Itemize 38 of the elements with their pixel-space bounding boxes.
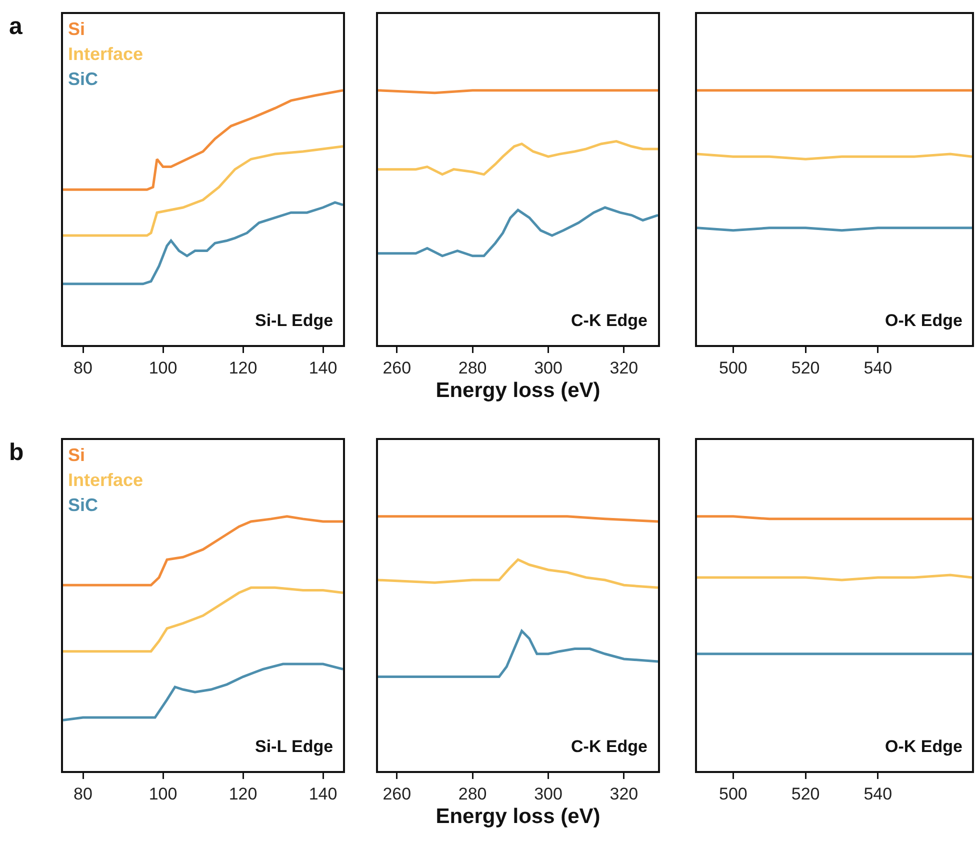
x-axis-title: Energy loss (eV) [436,379,600,402]
annotation: Si-L Edge [255,737,334,756]
text: SiC [68,495,98,515]
x-tick-label: 500 [718,358,748,378]
x-tick-label: 260 [382,784,412,804]
text: SiC [68,69,98,89]
x-tick-label: 320 [610,784,638,804]
x-tick-label: 140 [308,784,338,804]
text: Interface [68,470,144,490]
text: b [9,439,24,466]
x-axis-title: Energy loss (eV) [436,805,600,828]
x-tick-label: 300 [534,784,562,804]
x-tick-label: 520 [791,784,820,804]
text: Si [68,445,86,465]
x-tick-label: 80 [74,784,92,804]
text: a [9,13,23,40]
x-tick-label: 120 [228,784,258,804]
annotation: C-K Edge [571,737,648,756]
text: Interface [68,44,144,64]
x-tick-label: 120 [228,358,258,378]
x-tick-label: 540 [864,358,892,378]
x-tick-label: 280 [458,358,487,378]
x-tick-label: 320 [610,358,638,378]
annotation: C-K Edge [571,311,648,330]
x-tick-label: 80 [74,358,92,378]
x-tick-label: 140 [308,358,338,378]
annotation: O-K Edge [885,737,962,756]
x-tick-label: 300 [534,358,562,378]
x-tick-label: 280 [458,784,487,804]
x-tick-label: 100 [148,358,178,378]
annotation: Si-L Edge [255,311,334,330]
x-tick-label: 540 [864,784,892,804]
annotation: O-K Edge [885,311,962,330]
text: Si [68,19,86,39]
x-tick-label: 520 [791,358,820,378]
x-tick-label: 100 [148,784,178,804]
x-tick-label: 260 [382,358,412,378]
x-tick-label: 500 [718,784,748,804]
